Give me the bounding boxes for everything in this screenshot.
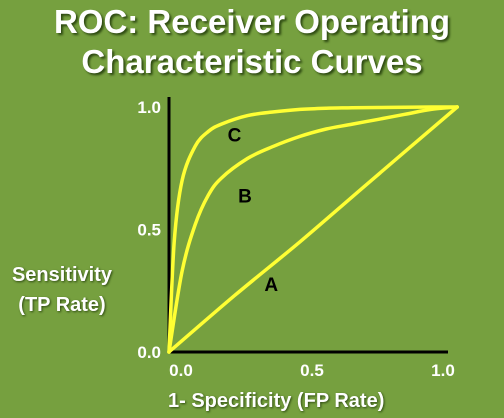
y-tick-label: 0.5 [137, 221, 161, 240]
x-tick-label: 1.0 [431, 361, 455, 380]
x-tick-label: 0.0 [169, 361, 193, 380]
y-tick-label: 1.0 [137, 98, 161, 117]
curve-label-b: B [238, 187, 252, 208]
curve-label-a: A [264, 275, 278, 296]
roc-curve-a [169, 107, 457, 352]
x-tick-label: 0.5 [300, 361, 324, 380]
y-tick-label: 0.0 [137, 343, 161, 362]
curve-label-c: C [228, 125, 242, 146]
